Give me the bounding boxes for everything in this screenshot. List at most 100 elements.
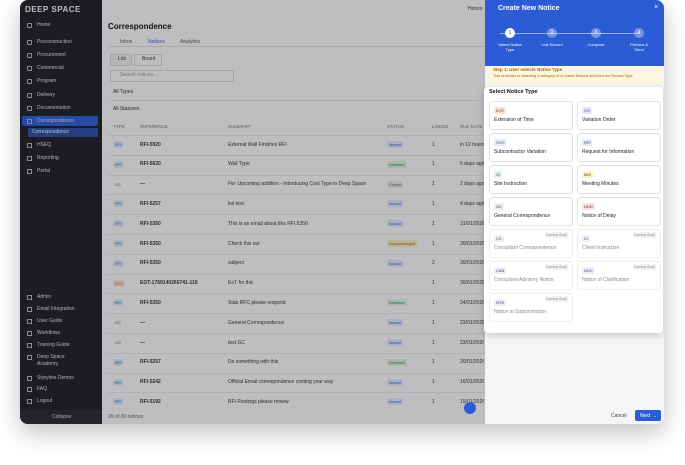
nav-icon: [27, 93, 32, 98]
footer-count: 20 of 20 notices: [108, 414, 144, 420]
row-divider: [108, 392, 485, 394]
row-divider: [108, 273, 485, 275]
nav-item[interactable]: Procurement: [37, 52, 66, 58]
notice-option[interactable]: [577, 261, 661, 290]
nav-item[interactable]: Admin: [37, 294, 52, 300]
cell: —: [140, 319, 145, 326]
option-code: SVO: [494, 139, 507, 146]
next-button[interactable]: [635, 410, 661, 421]
nav-item[interactable]: Program: [37, 78, 57, 84]
notice-option[interactable]: [577, 133, 661, 162]
filter[interactable]: All Types: [113, 89, 134, 95]
column-header: SUMMARY: [228, 124, 251, 129]
nav-item[interactable]: Correspondence: [37, 118, 74, 124]
collapse[interactable]: Collapse: [52, 414, 72, 420]
step-label: Preview & Send: [629, 42, 648, 52]
notice-option[interactable]: [577, 101, 661, 130]
option-label: Client Instruction: [582, 245, 620, 251]
tab[interactable]: Inbox: [120, 39, 133, 45]
status-badge: Issued: [387, 200, 403, 208]
row-divider: [108, 372, 485, 374]
step-circle: 1: [505, 28, 515, 38]
status-badge: Closed: [387, 180, 404, 188]
close[interactable]: ×: [654, 4, 659, 11]
divider: [108, 46, 485, 47]
nav-item[interactable]: FAQ: [37, 386, 48, 392]
cell: Stab RFC please respond: [228, 299, 286, 306]
cell: 23/01/2026: [460, 339, 484, 346]
nav-icon: [27, 79, 32, 84]
notice-option[interactable]: [577, 165, 661, 194]
chat-button[interactable]: [464, 402, 476, 414]
notice-option[interactable]: [489, 229, 573, 258]
cell: 15/01/2026: [460, 399, 484, 405]
nav-icon: [27, 307, 32, 312]
active-nav: [22, 116, 98, 126]
notice-option[interactable]: [577, 229, 661, 258]
option-code: EOT: [494, 107, 507, 114]
nav-item[interactable]: Portal: [37, 168, 51, 174]
nav-item[interactable]: Email Integration: [37, 306, 75, 312]
notice-option[interactable]: [489, 293, 573, 322]
step-label: Select Notice Type: [498, 42, 522, 52]
cell: subject: [228, 260, 244, 267]
nav-item[interactable]: Storyline Demos: [37, 375, 74, 381]
type-badge: GC: [113, 339, 123, 346]
status-badge: Issued: [387, 398, 403, 406]
type-badge: GC: [113, 319, 123, 327]
nav-item[interactable]: Preconstruction: [37, 39, 72, 45]
nav-item[interactable]: Documentation: [37, 105, 71, 111]
step-circle: 2: [547, 28, 557, 38]
nav-icon: [27, 53, 32, 58]
notice-option[interactable]: [489, 101, 573, 130]
nav-item[interactable]: Reporting: [37, 155, 59, 161]
option-code: GC: [494, 203, 504, 210]
type-badge: RFI: [113, 398, 124, 406]
view-button[interactable]: [134, 54, 162, 66]
panel-title: Create New Notice: [498, 5, 560, 12]
column-header: TYPE: [113, 124, 125, 129]
search[interactable]: [110, 70, 234, 82]
status-badge: Issued: [387, 319, 403, 327]
cell: —: [140, 339, 145, 346]
nav-item[interactable]: Training Guide: [37, 342, 70, 348]
status-badge: Issued: [387, 339, 403, 346]
view-button[interactable]: [110, 54, 132, 66]
nav-item[interactable]: Home: [37, 22, 51, 28]
cell: RFI-5257: [140, 359, 161, 366]
option-label: Consultant Advisory Notice: [494, 277, 554, 283]
notice-option[interactable]: [489, 165, 573, 194]
nav-icon: [27, 331, 32, 336]
cell: Check this out: [228, 240, 260, 247]
status-badge: Issued: [387, 220, 403, 228]
nav-item[interactable]: User Guide: [37, 318, 63, 324]
notice-option[interactable]: [489, 197, 573, 226]
tab[interactable]: Analytics: [180, 39, 201, 45]
row-divider: [108, 293, 485, 295]
cell: 1: [432, 359, 435, 366]
notice-option[interactable]: [489, 133, 573, 162]
nav-item[interactable]: Deep Space Academy: [37, 354, 65, 367]
nav-item[interactable]: Delivery: [37, 92, 56, 98]
coming-soon: Coming Soon: [545, 232, 569, 238]
option-label: Notice of Delay: [582, 213, 616, 219]
cell: RFI-5350: [140, 240, 161, 247]
cell: EoT for this: [228, 280, 254, 287]
nav-item[interactable]: Logout: [37, 398, 53, 404]
cell: 2 days ago: [460, 181, 484, 188]
sidebar: [20, 0, 102, 424]
nav-item[interactable]: HSEQ: [37, 142, 52, 148]
option-code: NTS: [494, 299, 506, 306]
search-placeholder: Search notices...: [120, 72, 158, 78]
nav-item[interactable]: Commercial: [37, 65, 64, 71]
tab[interactable]: Notices: [148, 39, 165, 45]
type-badge: RFI: [113, 240, 124, 247]
notice-option[interactable]: [577, 197, 661, 226]
nav-item[interactable]: Workflows: [37, 330, 60, 336]
notice-option[interactable]: [489, 261, 573, 290]
sub-nav-item[interactable]: Correspondence: [32, 129, 69, 135]
cell: Do something with this: [228, 359, 279, 366]
row-divider: [108, 253, 485, 255]
filter[interactable]: All Statuses: [113, 106, 140, 112]
cell: —: [140, 181, 145, 188]
